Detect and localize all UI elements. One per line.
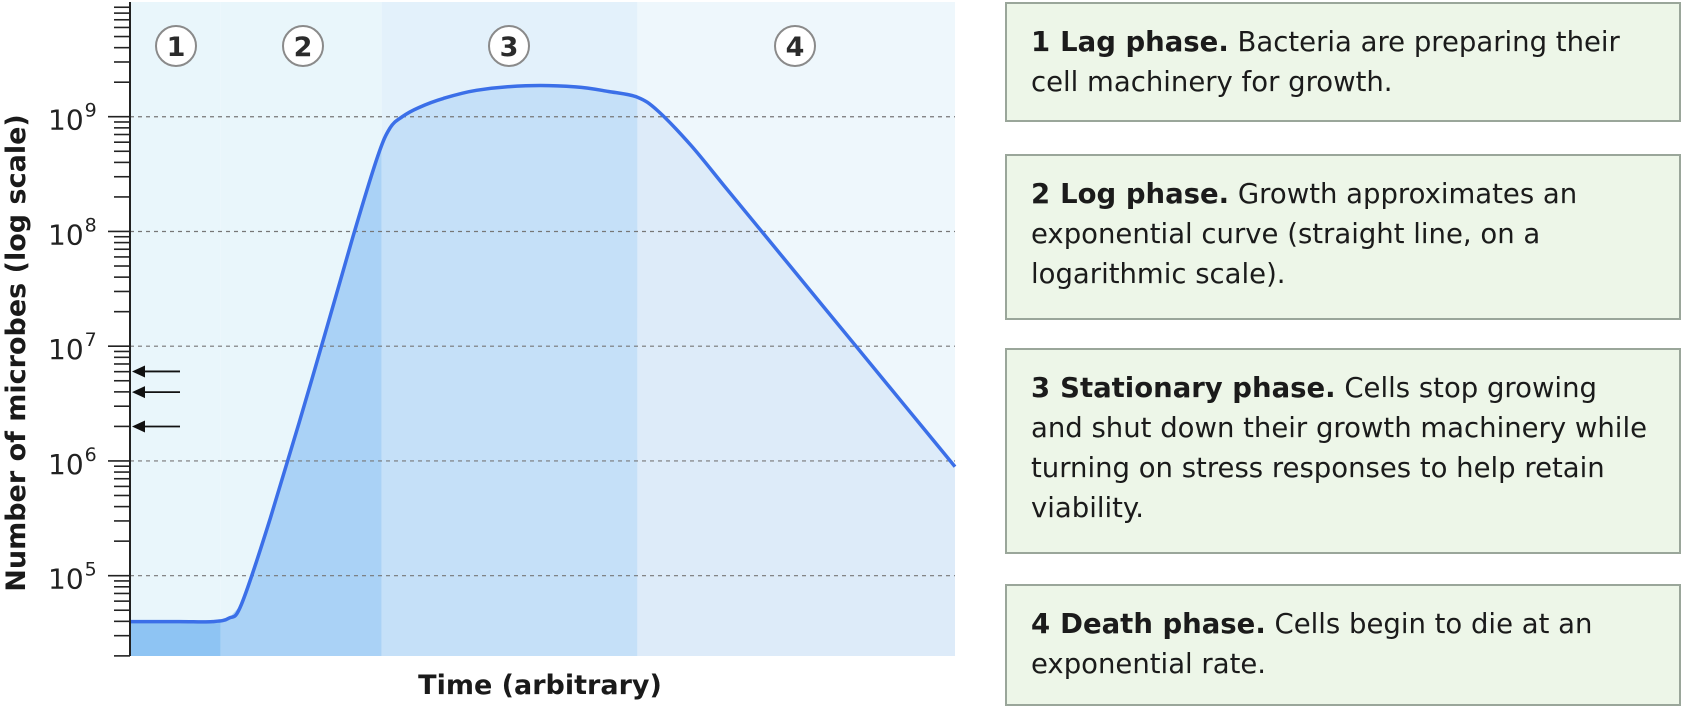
- panel-text: Cells stop growing and shut down their g…: [1031, 372, 1647, 524]
- arrow-1-head: [132, 365, 145, 378]
- y-tick-label-1e6: 106: [48, 444, 97, 481]
- phase-2-marker-circle: [282, 25, 324, 67]
- tick-exponent: 5: [85, 559, 97, 581]
- tick-exponent: 7: [85, 329, 97, 351]
- x-axis-label: Time (arbitrary): [418, 670, 662, 701]
- y-tick-label-1e5: 105: [48, 559, 97, 596]
- phase-3-area-fill: [381, 85, 638, 657]
- phase-1-marker-label: 1: [167, 32, 186, 63]
- y-tick-label-1e7: 107: [48, 329, 97, 366]
- panel-title: Log phase.: [1060, 178, 1230, 210]
- phase-panel-stationary: 3 Stationary phase. Cells stop growing an…: [1005, 348, 1681, 554]
- growth-curve-line: [130, 83, 957, 624]
- y-tick-label-1e9: 109: [48, 100, 97, 137]
- tick-base: 10: [48, 104, 84, 137]
- phase-panel-log: 2 Log phase. Growth approximates an expon…: [1005, 154, 1681, 320]
- tick-exponent: 9: [85, 100, 97, 122]
- phase-1-background: [130, 2, 221, 656]
- panel-number: 2: [1031, 178, 1051, 210]
- phase-3-marker-circle: [488, 25, 530, 67]
- y-axis-label: Number of microbes (log scale): [1, 114, 32, 591]
- panel-text: Bacteria are preparing their cell machin…: [1031, 26, 1620, 98]
- arrow-3-head: [132, 420, 145, 433]
- phase-panel-lag: 1 Lag phase. Bacteria are preparing their…: [1005, 2, 1681, 122]
- y-tick-label-1e8: 108: [48, 214, 97, 251]
- phase-3-marker-label: 3: [500, 32, 519, 63]
- arrow-2-head: [132, 386, 145, 399]
- panel-number: 1: [1031, 26, 1051, 58]
- panel-title: Death phase.: [1060, 608, 1266, 640]
- phase-panel-death: 4 Death phase. Cells begin to die at an e…: [1005, 584, 1681, 706]
- tick-base: 10: [48, 333, 84, 366]
- panel-title: Stationary phase.: [1060, 372, 1336, 404]
- phase-1-marker-circle: [155, 25, 197, 67]
- inoculum-arrows: [132, 365, 180, 433]
- phase-4-marker-circle: [774, 25, 816, 67]
- phase-4-marker-label: 4: [786, 32, 805, 63]
- gridlines: [130, 116, 955, 577]
- phase-area-fills: [130, 85, 955, 657]
- phase-markers: 1 2 3 4: [155, 25, 816, 67]
- tick-base: 10: [48, 563, 84, 596]
- panel-title: Lag phase.: [1060, 26, 1229, 58]
- panel-number: 3: [1031, 372, 1051, 404]
- phase-1-area-fill: [130, 619, 221, 656]
- tick-exponent: 6: [85, 444, 97, 466]
- panel-number: 4: [1031, 608, 1051, 640]
- tick-base: 10: [48, 448, 84, 481]
- y-axis: [108, 2, 131, 657]
- phase-2-area-fill: [220, 147, 382, 657]
- panel-text: Cells begin to die at an exponential rat…: [1031, 608, 1593, 680]
- panel-text: Growth approximates an exponential curve…: [1031, 178, 1578, 290]
- phase-2-marker-label: 2: [294, 32, 313, 63]
- tick-base: 10: [48, 218, 84, 251]
- tick-exponent: 8: [85, 214, 97, 236]
- phase-4-area-fill: [637, 97, 955, 656]
